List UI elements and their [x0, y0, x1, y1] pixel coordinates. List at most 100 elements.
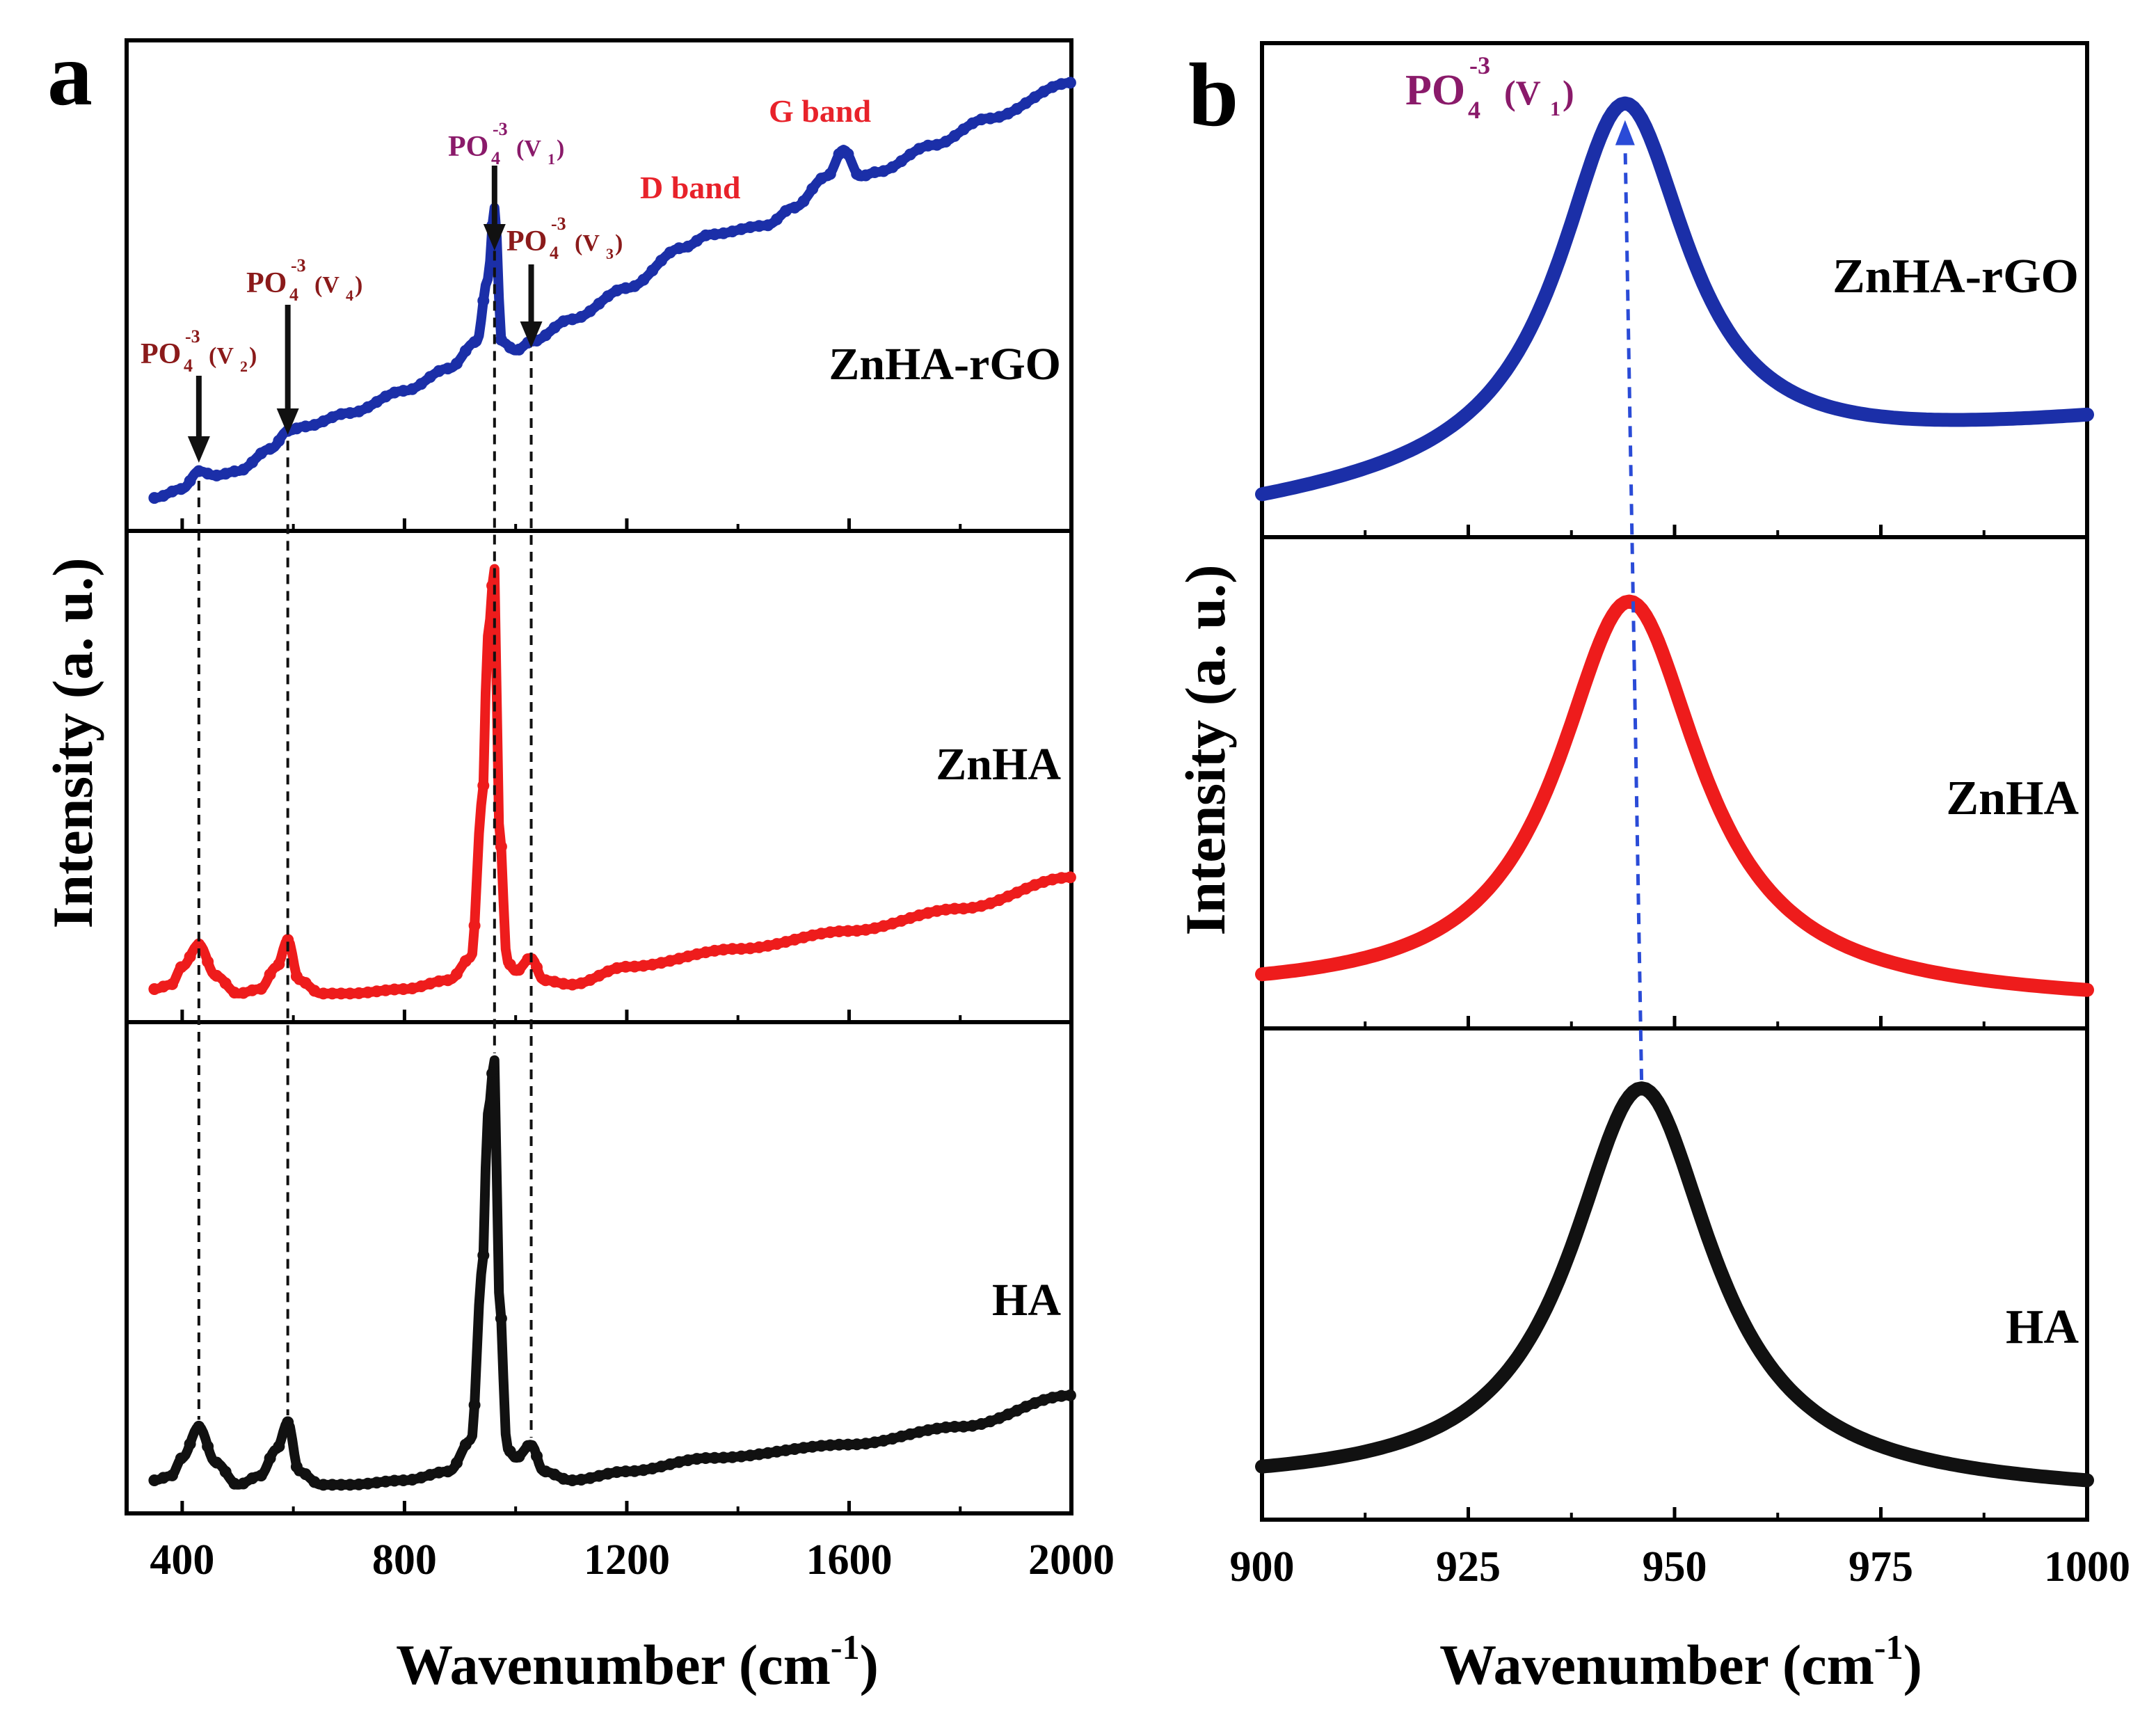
svg-text:PO: PO [448, 131, 488, 163]
data-point [682, 240, 694, 253]
po4-v3-label: PO -3 4 (V 3 ) [506, 214, 623, 263]
x-tick-label: 400 [150, 1536, 214, 1584]
svg-text:1: 1 [1550, 97, 1560, 120]
panel-a-label-zn-ha-rgo: ZnHA-rGO [829, 339, 1061, 390]
svg-text:Wavenumber (cm-1): Wavenumber (cm-1) [1439, 1628, 1922, 1696]
svg-text:-3: -3 [185, 326, 200, 347]
po4-v1-b-close: ) [1563, 73, 1574, 112]
panel-b-ylabel: Intensity (a. u.) [1174, 564, 1237, 935]
data-point [575, 310, 587, 323]
svg-text:): ) [249, 343, 257, 369]
data-point [459, 344, 472, 357]
po4-v4-sub: 4 [289, 285, 298, 305]
series-points-znha-rgo [148, 77, 1076, 504]
data-point [442, 974, 454, 987]
svg-text:-3: -3 [291, 255, 306, 276]
data-point [1011, 103, 1023, 115]
data-point [691, 234, 703, 247]
data-point [415, 378, 427, 390]
data-point [166, 1469, 178, 1481]
data-point [477, 1249, 490, 1262]
po4-v4-mode-sub: 4 [346, 287, 353, 304]
data-point [459, 955, 472, 967]
svg-text:): ) [355, 272, 362, 298]
data-point [495, 841, 507, 853]
data-point [406, 383, 419, 395]
po4-v1-b-main: PO [1405, 67, 1465, 114]
data-point [646, 264, 659, 277]
data-point [886, 161, 899, 173]
svg-text:4: 4 [550, 243, 559, 263]
panel-a: a 400 800 1200 1600 2000 ZnHA-rGO ZnHA HA D … [41, 24, 1115, 1696]
panel-a-ylabel: Intensity (a. u.) [41, 557, 104, 928]
arrow-head-430 [187, 436, 210, 463]
data-point [184, 1438, 196, 1450]
po4-v2-close: ) [249, 343, 257, 369]
data-point [797, 195, 810, 207]
data-point [184, 475, 196, 487]
svg-text:PO: PO [246, 267, 287, 299]
data-point [273, 435, 285, 447]
data-point [486, 1067, 499, 1080]
series-line-znha [149, 564, 1076, 998]
peak-shift-guide [1623, 141, 1644, 1081]
po4-v4-close: ) [355, 272, 362, 298]
data-point [504, 1445, 516, 1458]
data-point [762, 219, 774, 232]
po4-v1-mode: (V [516, 136, 541, 161]
data-point [655, 255, 667, 266]
po4-v1-b-sup: -3 [1469, 51, 1490, 79]
data-point [255, 982, 267, 995]
panel-a-frame-zn-ha [125, 529, 1073, 1024]
g-band-label: G band [769, 93, 871, 129]
data-point [948, 129, 961, 142]
svg-text:(V: (V [575, 230, 600, 256]
data-point [290, 970, 303, 982]
data-point [468, 1399, 481, 1411]
data-point [584, 305, 596, 317]
po4-v1-label-b: PO -3 4 (V 1 ) [1405, 51, 1574, 124]
data-point [957, 123, 970, 136]
data-point [637, 273, 650, 286]
data-point [442, 363, 454, 375]
data-point [166, 978, 178, 990]
data-point [442, 1465, 454, 1478]
data-point [504, 958, 516, 971]
po4-v4-sup: -3 [291, 255, 306, 276]
data-point [371, 396, 383, 408]
x-tick-label: 1600 [806, 1536, 892, 1584]
svg-text:2: 2 [240, 358, 248, 375]
data-point [628, 280, 641, 292]
svg-text:4: 4 [491, 148, 500, 168]
x-tick-label: 2000 [1028, 1536, 1115, 1584]
panel-a-xlabel-sup: -1 [831, 1628, 860, 1666]
data-point [593, 298, 605, 310]
data-point [246, 456, 258, 468]
po4-v2-mode: (V [209, 343, 234, 369]
data-point [290, 1461, 303, 1473]
data-point [824, 168, 836, 180]
data-point [1002, 107, 1014, 120]
data-point [486, 580, 499, 592]
data-point [513, 1450, 525, 1463]
data-point [299, 1468, 312, 1481]
po4-v1-sub: 4 [491, 148, 500, 168]
data-point [602, 290, 614, 303]
data-point [237, 1477, 250, 1490]
b-series-line-znha [1255, 594, 2094, 997]
panel-b-label-zn-ha: ZnHA [1946, 772, 2079, 825]
panel-a-subplot-ha [125, 1020, 1073, 1515]
data-point [477, 779, 490, 792]
po4-v1-label: PO -3 4 (V 1 ) [448, 119, 564, 168]
svg-text:(V: (V [209, 343, 234, 369]
po4-v2-label: PO -3 4 (V 2 ) [141, 326, 257, 376]
data-point [513, 964, 525, 976]
data-point [531, 1450, 543, 1463]
data-point [255, 447, 267, 460]
po4-v3-close: ) [615, 230, 623, 256]
panel-a-letter: a [47, 24, 93, 125]
svg-text:Wavenumber (cm-1): Wavenumber (cm-1) [396, 1628, 879, 1696]
data-point [219, 977, 232, 989]
